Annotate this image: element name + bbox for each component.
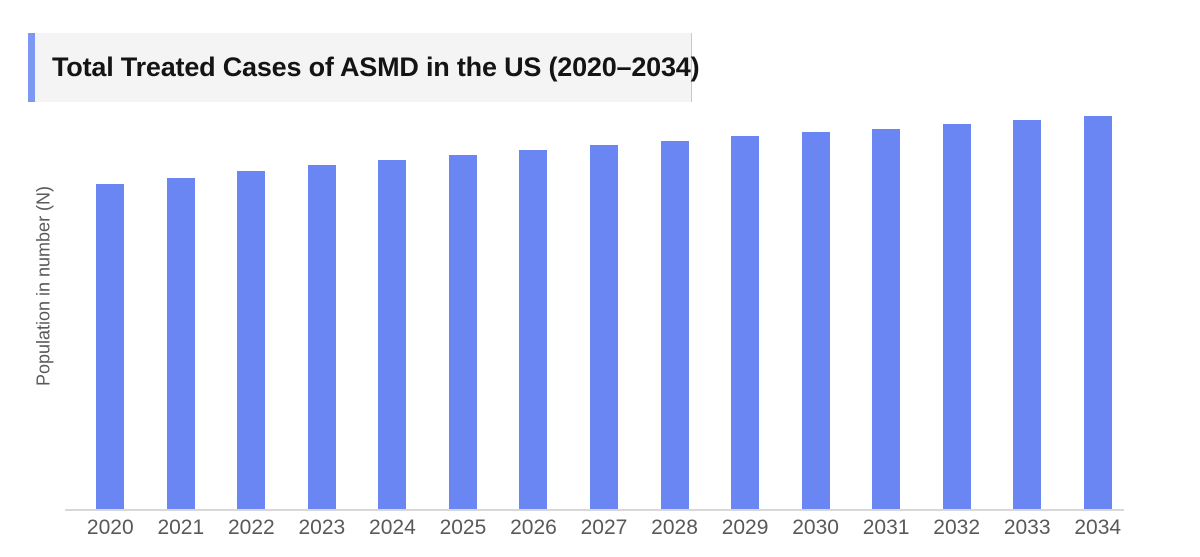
x-tick-label-2033: 2033 [1003, 516, 1051, 539]
bar-slot [216, 116, 287, 510]
bar-slot [851, 116, 922, 510]
bar-2030[interactable] [801, 132, 830, 510]
bar-2029[interactable] [731, 136, 760, 510]
x-tick-label-2034: 2034 [1074, 516, 1122, 539]
x-axis-line [65, 509, 1124, 511]
x-tick-label-2029: 2029 [721, 516, 769, 539]
bar-2022[interactable] [237, 171, 266, 510]
x-tick-label-2026: 2026 [510, 516, 557, 539]
x-tick-label-2031: 2031 [862, 516, 910, 539]
bar-slot [75, 116, 146, 510]
bar-2034[interactable] [1083, 116, 1112, 510]
x-tick-label-2030: 2030 [792, 516, 839, 539]
x-tick-label-2023: 2023 [298, 516, 346, 539]
bar-2026[interactable] [519, 150, 548, 510]
x-tick-label-2024: 2024 [369, 516, 416, 539]
bar-slot [357, 116, 428, 510]
bar-slot [992, 116, 1063, 510]
bar-2020[interactable] [96, 184, 125, 510]
x-tick-label-2021: 2021 [157, 516, 205, 539]
bar-slot [921, 116, 992, 510]
x-tick-label-2028: 2028 [651, 516, 698, 539]
x-tick-label-2025: 2025 [439, 516, 487, 539]
bar-2023[interactable] [307, 165, 336, 510]
bar-slot [710, 116, 781, 510]
bar-slot [287, 116, 358, 510]
bar-slot [428, 116, 499, 510]
title-accent-bar [28, 33, 35, 102]
bar-2028[interactable] [660, 141, 689, 510]
bar-slot [498, 116, 569, 510]
bar-2027[interactable] [589, 145, 618, 510]
x-tick-label-2032: 2032 [933, 516, 980, 539]
chart-title: Total Treated Cases of ASMD in the US (2… [52, 52, 700, 82]
bar-2025[interactable] [448, 155, 477, 510]
y-axis-label: Population in number (N) [33, 185, 54, 387]
bar-chart-plot-area [75, 116, 1133, 510]
bar-2031[interactable] [872, 129, 901, 510]
x-axis-tick-labels: 2020 2021 2022 2023 2024 2025 2026 2027 2028 2029… [75, 516, 1133, 540]
bar-slot [780, 116, 851, 510]
x-tick-label-2027: 2027 [580, 516, 628, 539]
bar-slot [639, 116, 710, 510]
bar-2032[interactable] [942, 124, 971, 510]
bar-2033[interactable] [1013, 120, 1042, 510]
bar-slot [146, 116, 217, 510]
chart-title-block: Total Treated Cases of ASMD in the US (2… [28, 33, 700, 102]
x-tick-label-2020: 2020 [86, 516, 134, 539]
x-tick-label-2022: 2022 [227, 516, 275, 539]
bar-slot [1062, 116, 1133, 510]
bar-slot [569, 116, 640, 510]
bar-2021[interactable] [166, 178, 195, 510]
bar-2024[interactable] [378, 160, 407, 510]
